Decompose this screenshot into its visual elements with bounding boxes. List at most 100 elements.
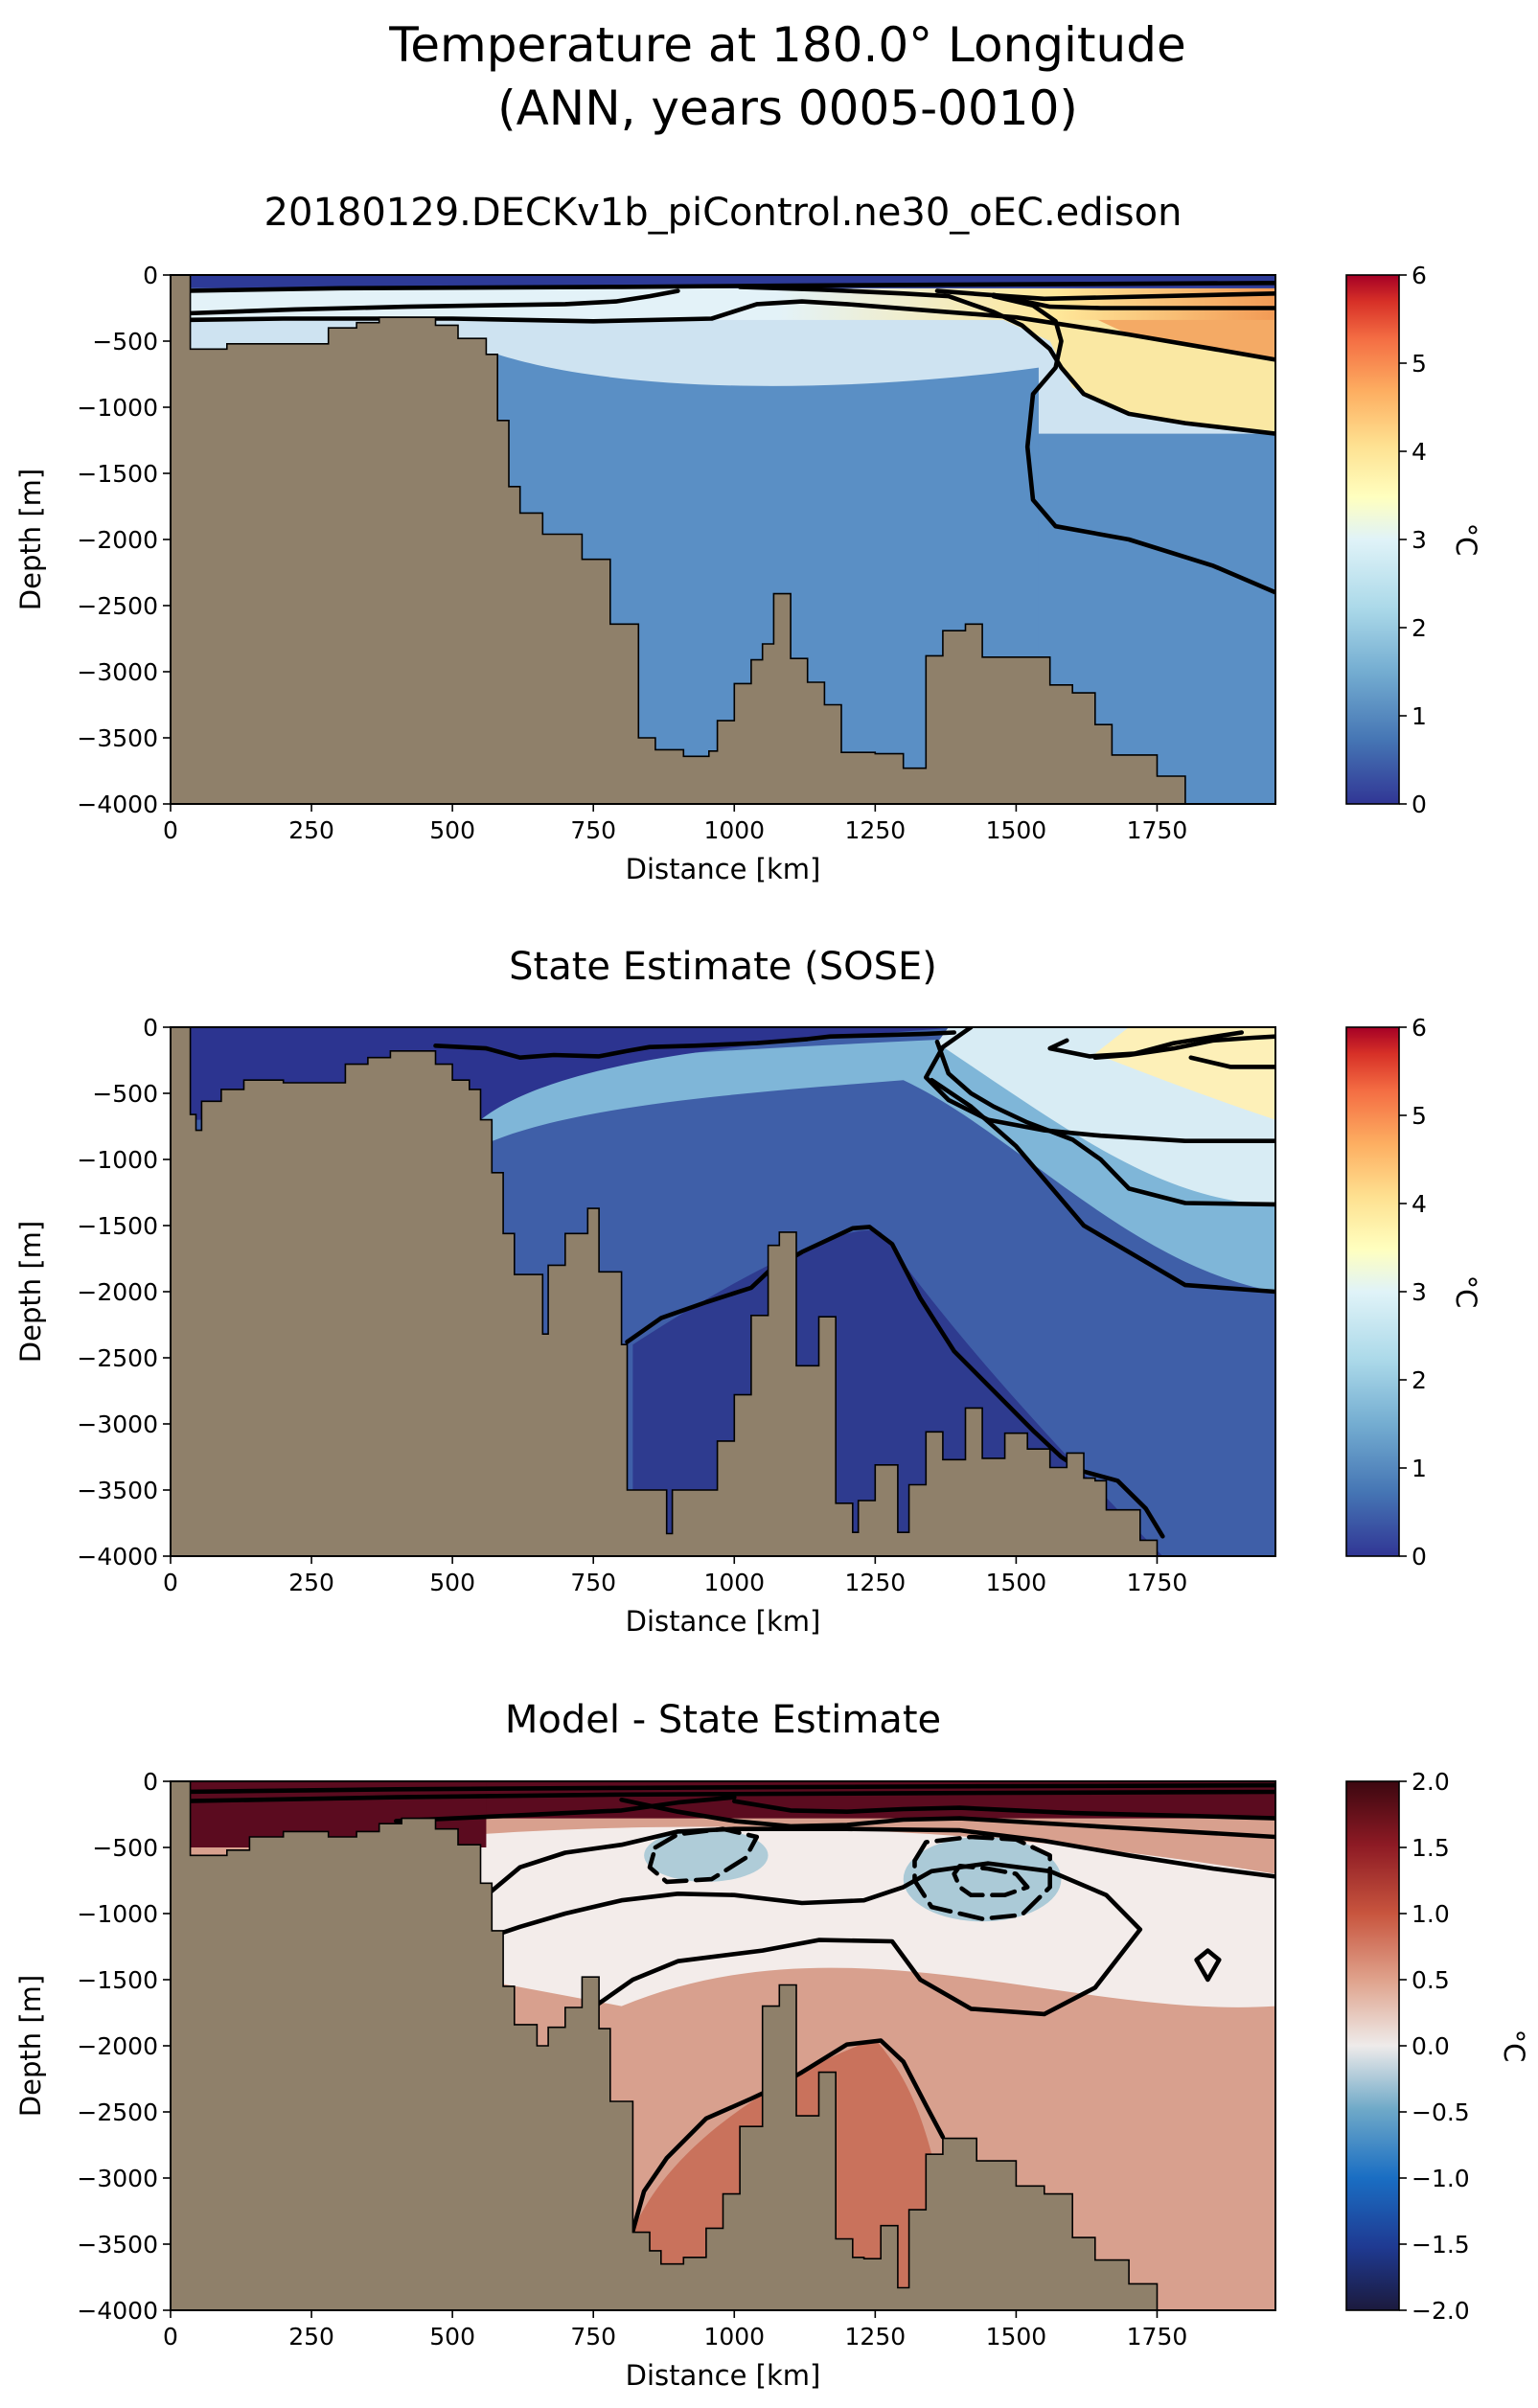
- x-tick-label: 1750: [1127, 816, 1188, 844]
- colorbar-gradient: [1345, 274, 1400, 805]
- colorbar-tick-label: −0.5: [1412, 2098, 1470, 2126]
- model-minus-state-estimate-panel: Model - State Estimate 0 250 500 750 1000 1250…: [14, 1698, 1530, 2392]
- contour-line-1: [179, 1789, 1275, 1803]
- x-tick-label: 1000: [703, 816, 765, 844]
- x-axis-label: Distance [km]: [626, 853, 821, 885]
- contour-line-1: [185, 288, 680, 316]
- colorbar-tick-label: 4: [1412, 1190, 1427, 1218]
- y-tick-label: −4000: [77, 1543, 158, 1571]
- x-tick-label: 1750: [1127, 1569, 1188, 1596]
- y-tick-label: −1000: [77, 1900, 158, 1928]
- x-tick-label: 1250: [845, 816, 907, 844]
- y-tick-label: −3500: [77, 1477, 158, 1504]
- y-tick-label: −2000: [77, 2032, 158, 2060]
- x-tick-label: 1250: [845, 1569, 907, 1596]
- x-tick-label: 250: [288, 1569, 334, 1596]
- figure-title-line2: (ANN, years 0005-0010): [497, 80, 1078, 136]
- x-tick-label: 500: [429, 2323, 475, 2351]
- x-tick-label: 1250: [845, 2323, 907, 2351]
- x-tick-label: 750: [570, 816, 616, 844]
- colorbar-tick-label: 2.0: [1412, 1768, 1450, 1796]
- contour-line-0: [433, 1030, 956, 1060]
- x-tick-label: 500: [429, 1569, 475, 1596]
- x-axis-label: Distance [km]: [626, 1605, 821, 1638]
- contour-line-8: [1194, 1948, 1222, 1983]
- colorbar-label: °C: [1450, 1275, 1482, 1309]
- negative-contour-9: [647, 1826, 760, 1885]
- colorbar-tick-label: 5: [1412, 1102, 1427, 1130]
- y-tick-label: −2000: [77, 526, 158, 554]
- contour-line-5: [478, 1826, 1275, 1903]
- contour-line-6: [991, 292, 1275, 310]
- colorbar: −2.0 −1.5 −1.0 −0.5 0.0 0.5 1.0 1.5 2.0 °C: [1345, 1768, 1530, 2325]
- bathymetry: [171, 1781, 1159, 2310]
- x-tick-label: 1750: [1127, 2323, 1188, 2351]
- y-tick-label: −2500: [77, 592, 158, 620]
- bathymetry: [171, 275, 1186, 804]
- y-tick-label: −1500: [77, 460, 158, 488]
- colorbar-gradient: [1345, 1026, 1400, 1557]
- contour-line-4: [1092, 1034, 1275, 1060]
- colorbar-tick-label: 2: [1412, 1366, 1427, 1394]
- colorbar-tick-label: −1.0: [1412, 2165, 1470, 2192]
- colorbar-tick-label: 1.5: [1412, 1834, 1450, 1862]
- temperature-field: [171, 1781, 1275, 2310]
- colorbar-tick-label: 0: [1412, 791, 1427, 818]
- contour-line-4: [737, 285, 1275, 436]
- contour-line-0: [179, 1782, 1275, 1795]
- bathymetry: [171, 1027, 1159, 1556]
- figure-title-line1: Temperature at 180.0° Longitude: [388, 17, 1185, 73]
- x-axis-label: Distance [km]: [626, 2359, 821, 2392]
- state-estimate-panel: State Estimate (SOSE)0 250 500 750 1000 1250 1…: [14, 945, 1482, 1638]
- y-tick-label: −500: [92, 1834, 158, 1862]
- x-tick-label: 0: [163, 2323, 178, 2351]
- y-tick-label: −1000: [77, 394, 158, 422]
- contour-line-5: [1188, 1055, 1275, 1069]
- y-tick-label: −500: [92, 1080, 158, 1108]
- y-tick-label: −3500: [77, 724, 158, 752]
- colorbar-tick-label: 3: [1412, 1278, 1427, 1306]
- y-axis-label: Depth [m]: [14, 1975, 47, 2117]
- panel-title: State Estimate (SOSE): [509, 945, 937, 989]
- y-tick-label: −3000: [77, 1410, 158, 1438]
- colorbar-tick-label: 0.5: [1412, 1966, 1450, 1994]
- colorbar-tick-label: −2.0: [1412, 2297, 1470, 2325]
- y-tick-label: −3500: [77, 2231, 158, 2259]
- y-tick-label: −1500: [77, 1966, 158, 1994]
- colorbar-tick-label: 0.0: [1412, 2032, 1450, 2060]
- colorbar: 0 1 2 3 4 5 6 °C: [1345, 1014, 1482, 1571]
- x-tick-label: 1500: [986, 1569, 1047, 1596]
- y-tick-label: 0: [143, 1768, 158, 1796]
- x-tick-label: 750: [570, 1569, 616, 1596]
- colorbar-tick-label: −1.5: [1412, 2231, 1470, 2259]
- x-tick-label: 1500: [986, 816, 1047, 844]
- negative-contour-11: [952, 1864, 1030, 1897]
- colorbar-gradient: [1345, 1780, 1400, 2311]
- panel-title: Model - State Estimate: [505, 1698, 941, 1742]
- x-tick-label: 0: [163, 816, 178, 844]
- colorbar-tick-label: 2: [1412, 614, 1427, 642]
- field-cool-anomaly-west: [644, 1828, 769, 1882]
- y-tick-label: −2000: [77, 1278, 158, 1306]
- colorbar-tick-label: 4: [1412, 438, 1427, 466]
- x-tick-label: 0: [163, 1569, 178, 1596]
- x-tick-label: 1000: [703, 2323, 765, 2351]
- colorbar-tick-label: 1: [1412, 1455, 1427, 1482]
- contour-line-3: [732, 1799, 1275, 1821]
- y-tick-label: −1000: [77, 1146, 158, 1174]
- contour-line-6: [478, 1861, 1143, 2017]
- x-tick-label: 500: [429, 816, 475, 844]
- contour-line-2: [394, 1795, 737, 1823]
- x-tick-label: 1500: [986, 2323, 1047, 2351]
- y-tick-label: 0: [143, 262, 158, 289]
- colorbar-label: °C: [1450, 523, 1482, 557]
- colorbar-label: °C: [1498, 2030, 1530, 2063]
- model-temperature-panel: 20180129.DECKv1b_piControl.ne30_oEC.edis…: [14, 191, 1482, 885]
- y-axis-label: Depth [m]: [14, 469, 47, 610]
- colorbar-tick-label: 5: [1412, 350, 1427, 378]
- x-tick-label: 750: [570, 2323, 616, 2351]
- y-tick-label: −1500: [77, 1212, 158, 1240]
- colorbar-tick-label: 6: [1412, 262, 1427, 289]
- contour-line-2: [934, 288, 1275, 302]
